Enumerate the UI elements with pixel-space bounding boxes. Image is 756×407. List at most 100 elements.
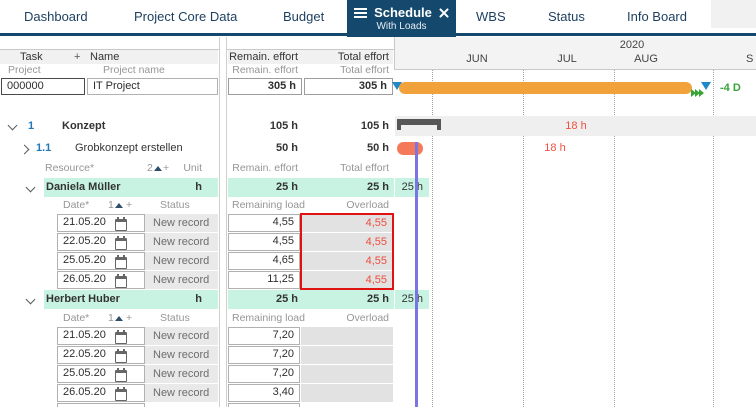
- grobkonzept-wbs[interactable]: 1.1: [36, 142, 52, 154]
- remaining-load-field[interactable]: 4,65: [228, 252, 300, 270]
- nav-item-info-board[interactable]: Info Board: [627, 9, 687, 24]
- collapse-daniela-icon[interactable]: [25, 182, 36, 193]
- resource-remain: 25 h: [275, 181, 298, 193]
- remaining-load-col-header: Remaining load: [232, 199, 305, 211]
- schedule-tab-label: Schedule: [374, 5, 432, 20]
- sort-asc-icon: [153, 166, 162, 171]
- resource-name[interactable]: Daniela Müller: [46, 181, 121, 193]
- resource-remain: 25 h: [275, 293, 298, 305]
- remaining-load-field[interactable]: 3,40: [228, 384, 300, 402]
- nav-item-wbs[interactable]: WBS: [476, 9, 506, 24]
- resource-gantt-load: 25 h: [401, 181, 423, 193]
- project-delay-label: -4 D: [720, 82, 741, 94]
- timeline-marker-line: [415, 142, 418, 407]
- overload-cell: 4,55: [301, 252, 393, 270]
- grobkonzept-gantt-bar[interactable]: [397, 142, 423, 155]
- col-header-task[interactable]: Task: [20, 51, 43, 63]
- date-field[interactable]: 26.05.20: [57, 271, 145, 289]
- overload-cell: [301, 346, 393, 364]
- resource-row-highlight: [44, 178, 218, 197]
- date-col-header: Date*: [63, 199, 90, 211]
- remaining-load-field[interactable]: 7,20: [228, 365, 300, 383]
- project-name-field[interactable]: IT Project: [87, 78, 218, 95]
- nav-item-budget[interactable]: Budget: [283, 9, 325, 24]
- add-resource-button[interactable]: +: [163, 162, 170, 174]
- resource-remain-header: Remain. effort: [232, 162, 298, 174]
- resource-name[interactable]: Herbert Huber: [46, 293, 120, 305]
- col-header-remain-effort[interactable]: Remain. effort: [229, 51, 298, 63]
- calendar-icon[interactable]: [115, 217, 127, 231]
- add-date-button[interactable]: +: [126, 199, 133, 211]
- col-header-name[interactable]: Name: [90, 51, 120, 63]
- resource-gantt-cell-bg: [395, 290, 429, 309]
- expand-grobkonzept-icon[interactable]: [19, 144, 30, 155]
- project-id-field[interactable]: 000000: [1, 78, 85, 95]
- date-field[interactable]: 21.05.20: [57, 214, 145, 232]
- remaining-load-field[interactable]: 4,55: [228, 214, 300, 232]
- calendar-icon[interactable]: [115, 330, 127, 344]
- subcol-project-name: Project name: [103, 64, 165, 76]
- calendar-icon[interactable]: [115, 368, 127, 382]
- status-col-header: Status: [160, 312, 190, 324]
- nav-item-project-core-data[interactable]: Project Core Data: [134, 9, 238, 24]
- calendar-icon[interactable]: [115, 274, 127, 288]
- overload-cell: 4,55: [301, 214, 393, 232]
- project-start-milestone-icon[interactable]: [392, 82, 402, 90]
- konzept-wbs[interactable]: 1: [28, 120, 35, 132]
- date-sort-indicator[interactable]: 1: [108, 311, 124, 325]
- sort-asc-icon: [114, 203, 123, 208]
- konzept-gantt-row-band: [395, 116, 756, 136]
- date-field[interactable]: [57, 403, 145, 407]
- remaining-load-col-header: Remaining load: [232, 312, 305, 324]
- nav-right-spacer: [711, 0, 756, 28]
- date-field[interactable]: 25.05.20: [57, 365, 145, 383]
- calendar-icon[interactable]: [115, 387, 127, 401]
- column-splitter[interactable]: [219, 37, 227, 407]
- hamburger-icon[interactable]: [354, 7, 368, 18]
- resource-total-header: Total effort: [340, 162, 389, 174]
- remaining-load-field[interactable]: 7,20: [228, 327, 300, 345]
- resource-row-highlight: [44, 290, 218, 309]
- konzept-summary-bar[interactable]: [397, 119, 441, 130]
- project-end-milestone-icon[interactable]: [701, 82, 711, 90]
- collapse-herbert-icon[interactable]: [25, 294, 36, 305]
- resource-gantt-load: 25 h: [401, 293, 423, 305]
- col-header-total-effort[interactable]: Total effort: [337, 51, 389, 63]
- project-total-cell[interactable]: 305 h: [304, 78, 393, 95]
- konzept-name[interactable]: Konzept: [62, 120, 106, 132]
- resource-gantt-cell-bg: [395, 178, 429, 197]
- date-field[interactable]: 25.05.20: [57, 252, 145, 270]
- nav-item-dashboard[interactable]: Dashboard: [24, 9, 88, 24]
- close-icon[interactable]: [439, 8, 449, 18]
- sort-asc-icon: [114, 316, 123, 321]
- project-gantt-bar[interactable]: [399, 82, 692, 94]
- add-column-button[interactable]: +: [74, 51, 81, 63]
- resource-sort-indicator[interactable]: 2: [147, 160, 163, 176]
- date-field[interactable]: 22.05.20: [57, 346, 145, 364]
- status-cell: New record: [145, 327, 218, 345]
- calendar-icon[interactable]: [115, 349, 127, 363]
- status-cell: New record: [145, 252, 218, 270]
- schedule-tab[interactable]: Schedule With Loads: [347, 0, 456, 37]
- unit-col-header: Unit: [183, 162, 202, 174]
- grobkonzept-name[interactable]: Grobkonzept erstellen: [75, 142, 183, 154]
- nav-item-status[interactable]: Status: [548, 9, 585, 24]
- date-sort-indicator[interactable]: 1: [108, 198, 124, 212]
- calendar-icon[interactable]: [115, 255, 127, 269]
- table-top-border: [0, 49, 394, 50]
- konzept-remain: 105 h: [269, 120, 298, 132]
- date-field[interactable]: 21.05.20: [57, 327, 145, 345]
- add-date-button[interactable]: +: [126, 312, 133, 324]
- collapse-konzept-icon[interactable]: [7, 120, 18, 131]
- project-remain-cell[interactable]: 305 h: [228, 78, 302, 95]
- date-field[interactable]: 22.05.20: [57, 233, 145, 251]
- resource-row-highlight: [228, 290, 394, 309]
- remaining-load-field[interactable]: [228, 403, 300, 407]
- remaining-load-field[interactable]: 11,25: [228, 271, 300, 289]
- calendar-icon[interactable]: [115, 236, 127, 250]
- status-cell: New record: [145, 271, 218, 289]
- date-field[interactable]: 26.05.20: [57, 384, 145, 402]
- remaining-load-field[interactable]: 4,55: [228, 233, 300, 251]
- remaining-load-field[interactable]: 7,20: [228, 346, 300, 364]
